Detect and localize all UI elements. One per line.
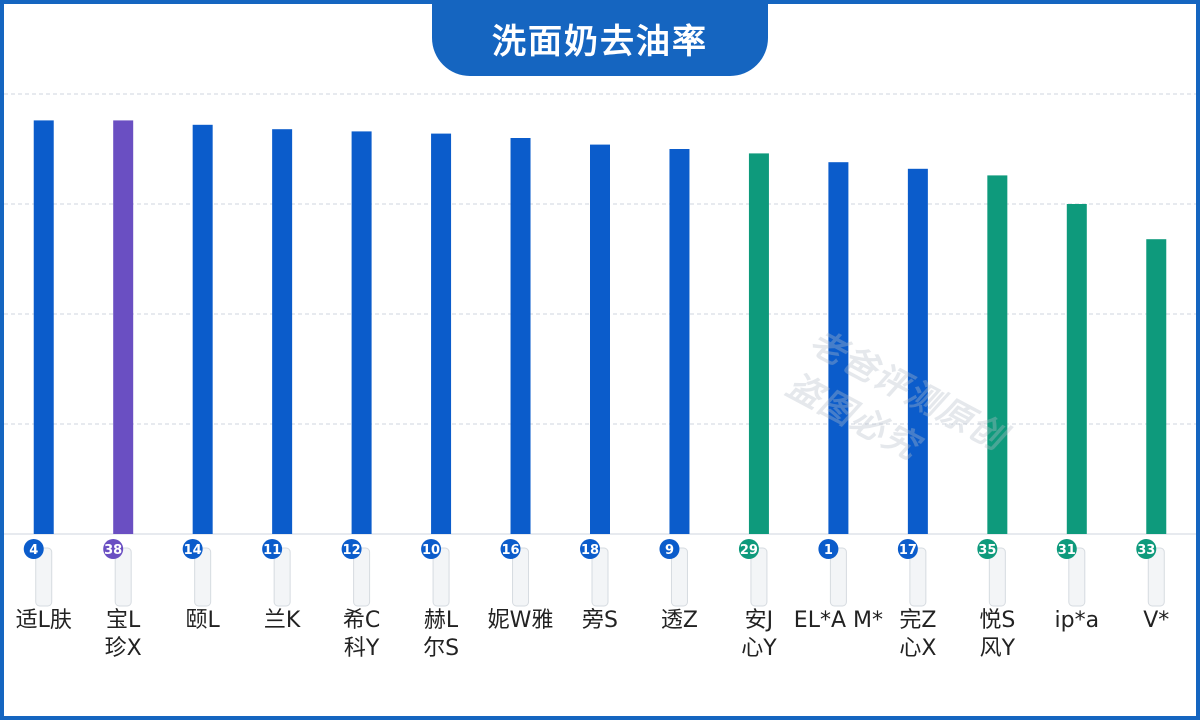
category-label: 赫L 尔S: [423, 608, 460, 661]
rank-badge-text: 14: [184, 543, 202, 558]
rank-badge: [1136, 539, 1157, 559]
category-label: 旁S: [582, 608, 618, 633]
rank-badge-text: 18: [581, 543, 599, 558]
category-label: 安J 心Y: [741, 608, 777, 661]
rank-badge: [580, 539, 600, 559]
rank-badge: [262, 539, 283, 559]
bars: [33, 120, 1167, 535]
category-label: V*: [1143, 608, 1170, 633]
rank-badge: [1056, 539, 1077, 559]
rank-badge: [897, 539, 918, 559]
bar: [1066, 204, 1087, 534]
rank-badge: [818, 539, 839, 559]
category-label: ip*a: [1054, 608, 1100, 633]
product-image: [670, 547, 688, 607]
category-label: 希C 科Y: [342, 608, 381, 661]
rank-badge-text: 35: [978, 543, 996, 558]
rank-badge: [23, 539, 44, 559]
rank-badge-text: 38: [104, 543, 122, 558]
rank-badge-text: 31: [1058, 543, 1076, 558]
rank-badge-text: 4: [29, 543, 38, 558]
rank-badge: [421, 539, 442, 559]
bar: [748, 153, 769, 534]
category-label: 适L肤: [15, 608, 72, 633]
rank-badges: 4 38 14 11 12 10 16 18 9 29 1 17 35 31 33: [23, 539, 1157, 559]
category-label: 兰K: [263, 608, 301, 633]
rank-badge-text: 17: [899, 543, 917, 558]
product-image: [194, 547, 212, 607]
rank-badge-text: 10: [422, 543, 440, 558]
bar: [192, 124, 213, 535]
bar: [590, 144, 610, 534]
bar: [431, 133, 452, 534]
bar: [987, 175, 1008, 534]
bar: [33, 120, 54, 535]
product-thumbnails: [35, 547, 1165, 607]
category-label: 宝L 珍X: [104, 608, 142, 661]
rank-badge: [103, 539, 124, 559]
product-image: [1068, 547, 1086, 607]
rank-badge: [341, 539, 362, 559]
product-image: [750, 547, 768, 607]
rank-badge-text: 16: [501, 543, 519, 558]
category-label: 完Z 心X: [899, 608, 937, 661]
title-tab: [432, 0, 768, 76]
rank-badge-text: 1: [824, 543, 833, 558]
rank-badge-text: 11: [263, 543, 281, 558]
bar: [1146, 239, 1167, 534]
product-image: [432, 547, 450, 607]
product-image: [512, 547, 530, 607]
rank-badge: [977, 539, 998, 559]
rank-badge-text: 33: [1137, 543, 1155, 558]
bar: [669, 149, 690, 534]
rank-badge: [738, 539, 759, 559]
category-label: 透Z: [660, 608, 698, 633]
chart-title: 洗面奶去油率: [492, 22, 708, 62]
product-image: [909, 547, 927, 607]
rank-badge-text: 29: [740, 543, 758, 558]
bar: [510, 138, 531, 534]
product-image: [114, 547, 132, 607]
rank-badge: [659, 539, 680, 559]
bar: [828, 162, 849, 534]
product-image: [829, 547, 847, 607]
product-image: [591, 547, 609, 607]
rank-badge-text: 9: [665, 543, 674, 558]
bar: [113, 120, 134, 535]
category-label: EL*A M*: [793, 608, 883, 633]
product-image: [353, 547, 371, 607]
rank-badge: [182, 539, 203, 559]
category-label: 颐L: [185, 608, 220, 633]
category-label: 悦S 风Y: [979, 608, 1016, 661]
product-image: [988, 547, 1006, 607]
product-image: [1147, 547, 1165, 607]
category-label: 妮W雅: [487, 608, 554, 633]
product-image: [35, 547, 53, 607]
product-image: [273, 547, 291, 607]
rank-badge-text: 12: [343, 543, 361, 558]
bar: [272, 129, 293, 534]
bar: [351, 131, 372, 534]
rank-badge: [500, 539, 521, 559]
bar: [907, 168, 928, 535]
